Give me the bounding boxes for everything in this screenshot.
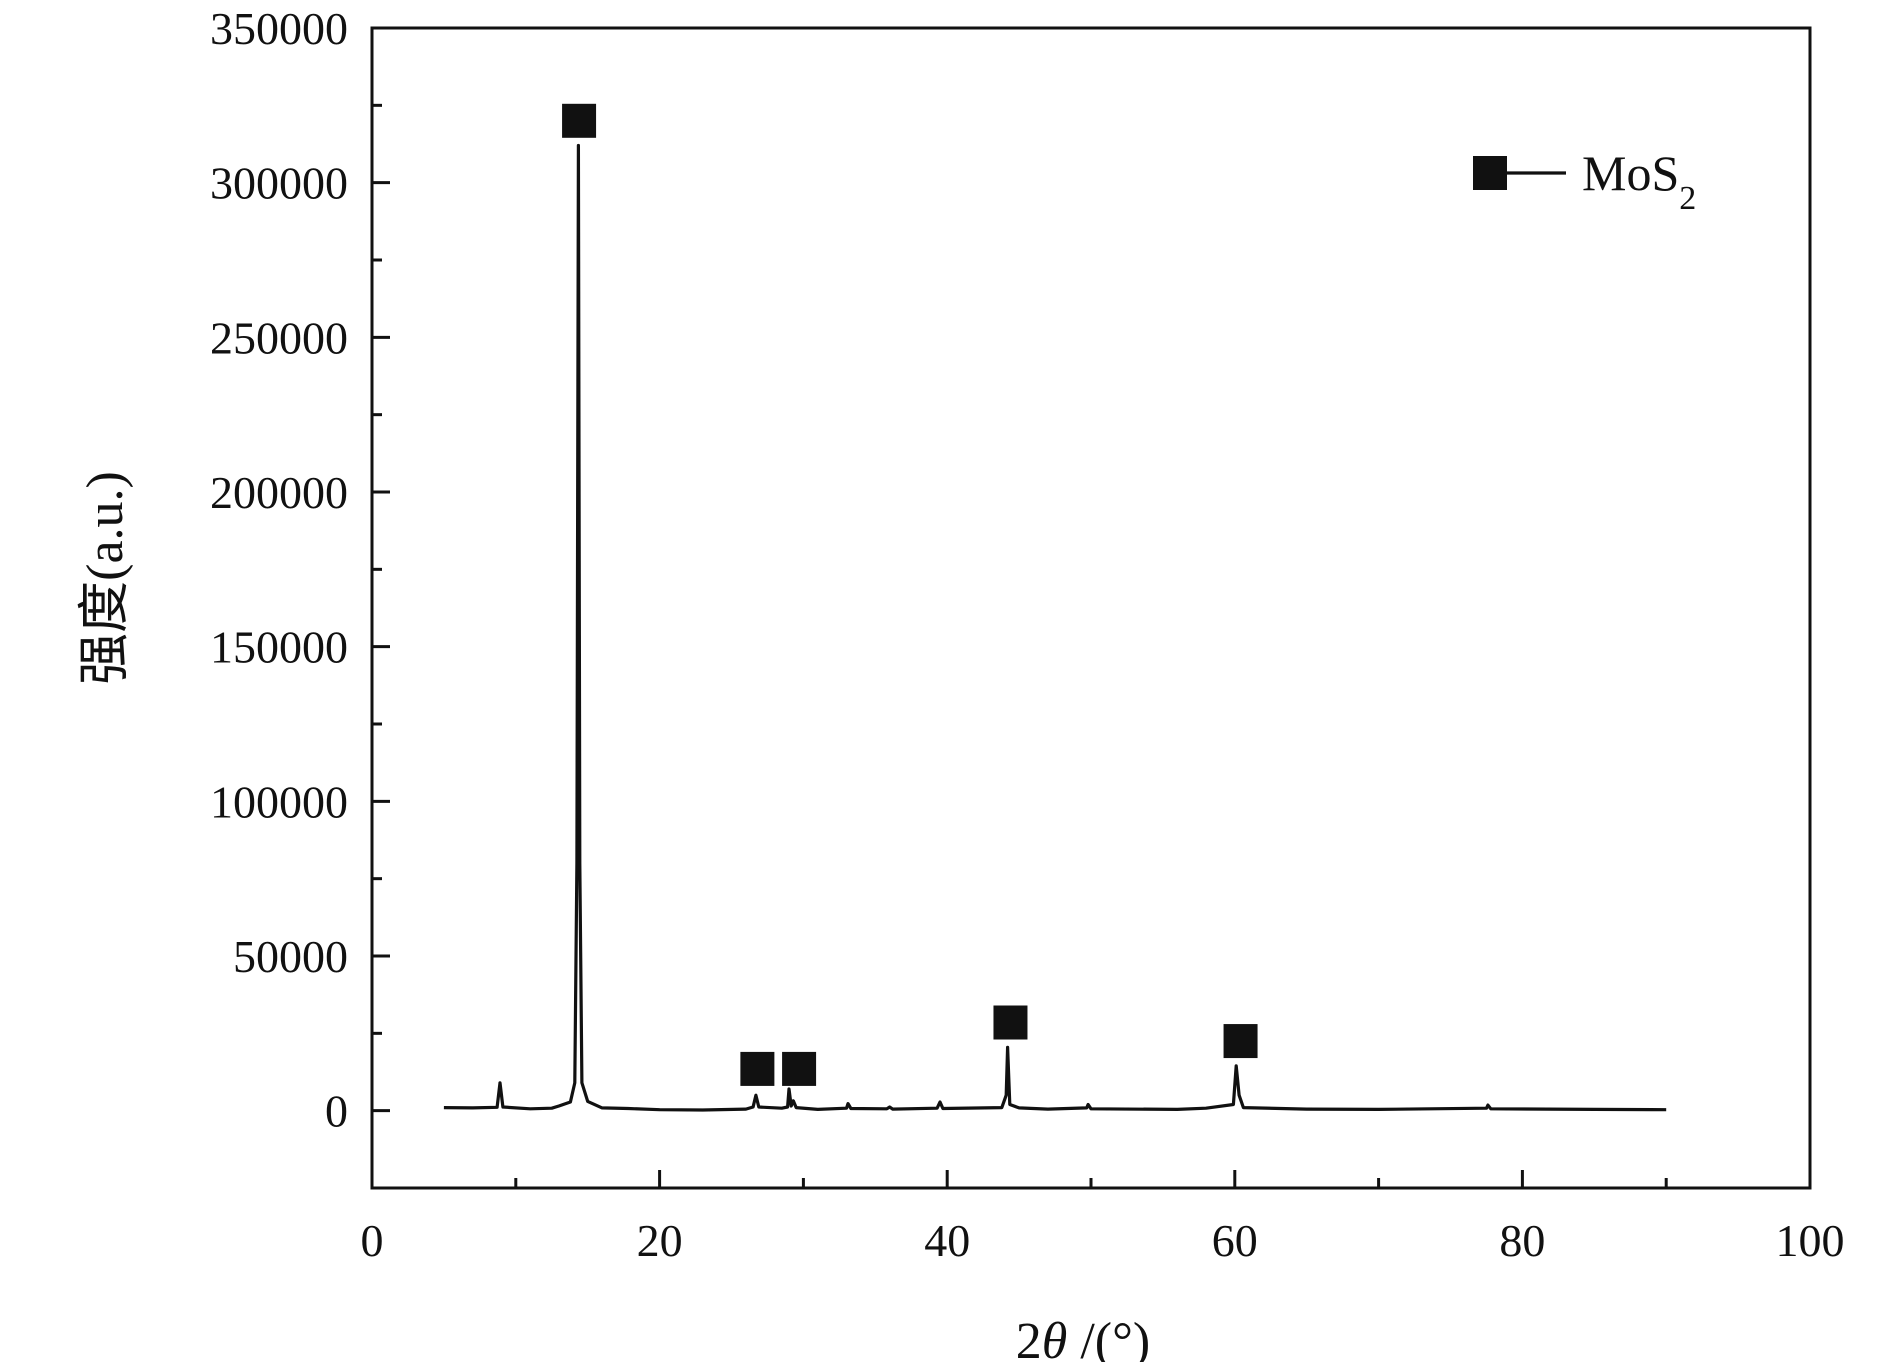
peak-marker bbox=[993, 1005, 1028, 1040]
y-tick-label: 0 bbox=[325, 1086, 348, 1137]
legend-label: MoS2 bbox=[1582, 145, 1696, 217]
plot-area bbox=[370, 26, 1812, 1190]
x-tick-label: 40 bbox=[924, 1215, 970, 1266]
plot-frame bbox=[370, 26, 1812, 1190]
peak-marker bbox=[1223, 1024, 1258, 1059]
legend: MoS2 bbox=[1473, 145, 1696, 217]
y-tick-label: 150000 bbox=[210, 622, 348, 673]
y-tick-label: 100000 bbox=[210, 776, 348, 827]
peak-marker bbox=[782, 1051, 817, 1086]
y-tick-label: 300000 bbox=[210, 158, 348, 209]
series-line bbox=[443, 143, 1667, 1112]
y-tick-label: 250000 bbox=[210, 312, 348, 363]
x-tick-label: 60 bbox=[1212, 1215, 1258, 1266]
peak-marker bbox=[740, 1051, 775, 1086]
x-tick-label: 100 bbox=[1776, 1215, 1845, 1266]
x-tick-label: 20 bbox=[637, 1215, 683, 1266]
y-tick-label: 350000 bbox=[210, 3, 348, 54]
peak-marker bbox=[562, 103, 597, 138]
x-axis-title: 2θ /(°) bbox=[1016, 1313, 1150, 1362]
x-tick-label: 80 bbox=[1499, 1215, 1545, 1266]
legend-marker bbox=[1473, 156, 1507, 190]
y-tick-label: 50000 bbox=[233, 931, 348, 982]
y-axis: 0 50000 100000 150000 200000 250000 300000 3500… bbox=[210, 3, 390, 1190]
x-axis: 0 20 40 60 80 100 bbox=[361, 1170, 1845, 1266]
y-axis-title: 强度(a.u.) bbox=[77, 471, 134, 685]
y-tick-label: 200000 bbox=[210, 467, 348, 518]
legend-subscript: 2 bbox=[1679, 180, 1696, 217]
x-tick-label: 0 bbox=[361, 1215, 384, 1266]
